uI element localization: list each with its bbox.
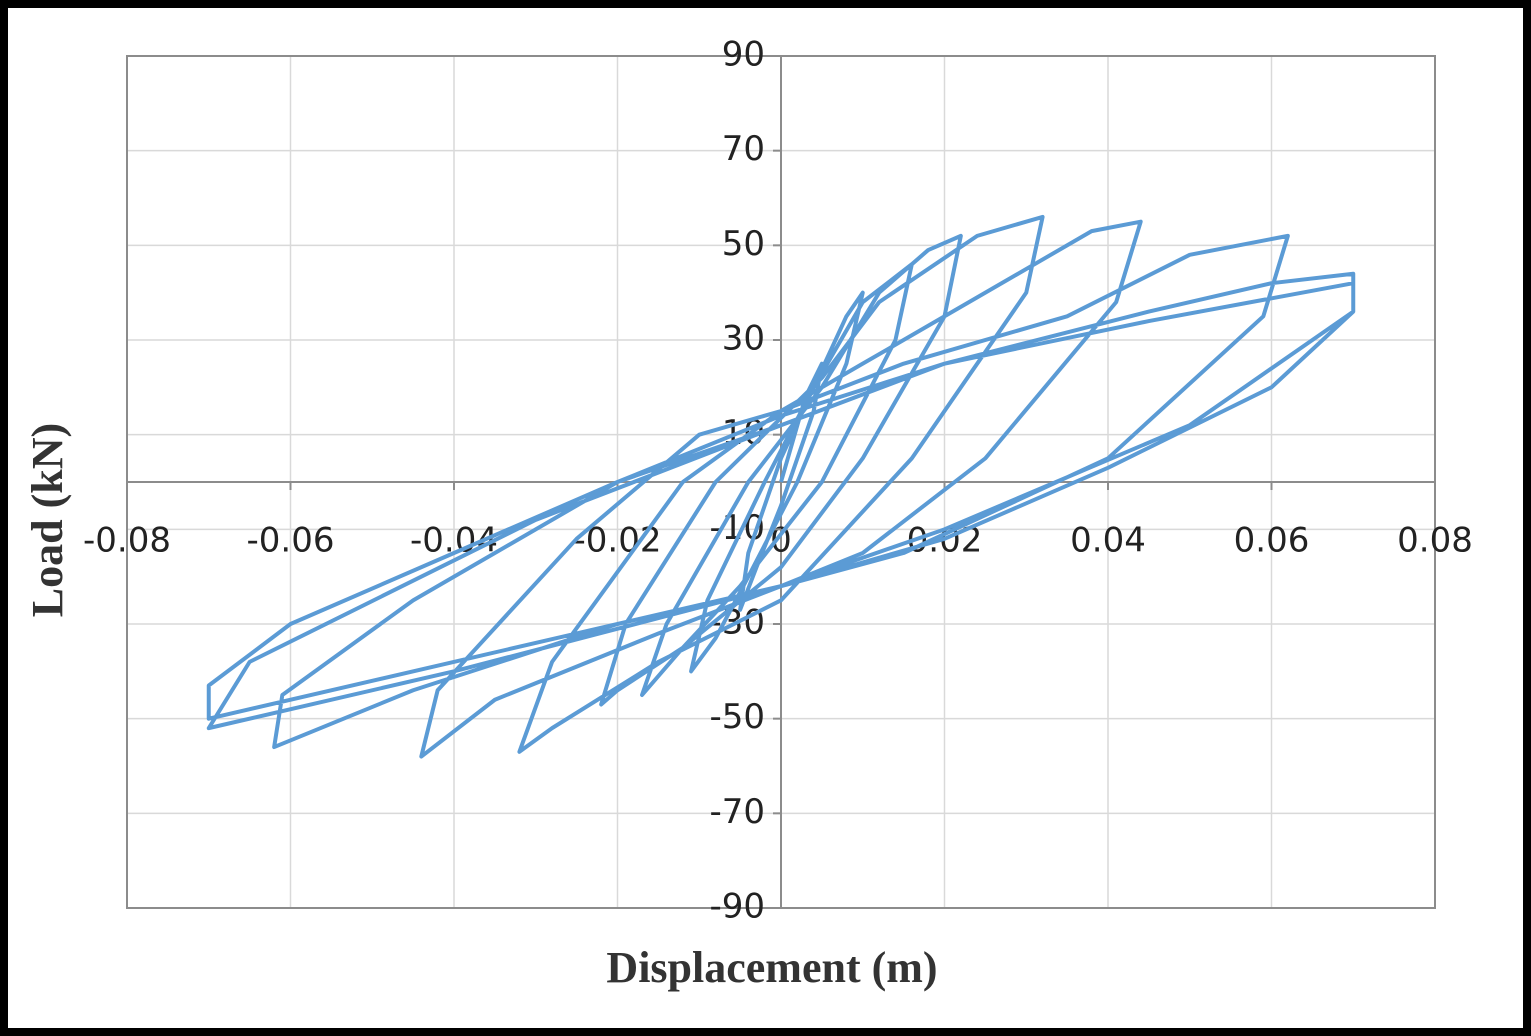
x-tick-label: 0.06 bbox=[1234, 521, 1310, 561]
y-tick-label: -90 bbox=[709, 887, 765, 927]
y-tick-label: 90 bbox=[722, 35, 765, 75]
x-tick-label: 0.04 bbox=[1070, 521, 1146, 561]
y-axis-title: Load (kN) bbox=[23, 423, 72, 617]
x-tick-label: -0.08 bbox=[83, 521, 171, 561]
y-tick-label: 50 bbox=[722, 224, 765, 264]
x-tick-label: 0 bbox=[770, 521, 792, 561]
series-line bbox=[206, 214, 1356, 759]
y-tick-label: -50 bbox=[709, 697, 765, 737]
x-axis-title: Displacement (m) bbox=[606, 943, 937, 992]
y-tick-label: 70 bbox=[722, 129, 765, 169]
y-tick-label: 30 bbox=[722, 319, 765, 359]
y-tick-label: -70 bbox=[709, 792, 765, 832]
x-tick-label: 0.08 bbox=[1397, 521, 1473, 561]
x-tick-label: -0.06 bbox=[247, 521, 335, 561]
